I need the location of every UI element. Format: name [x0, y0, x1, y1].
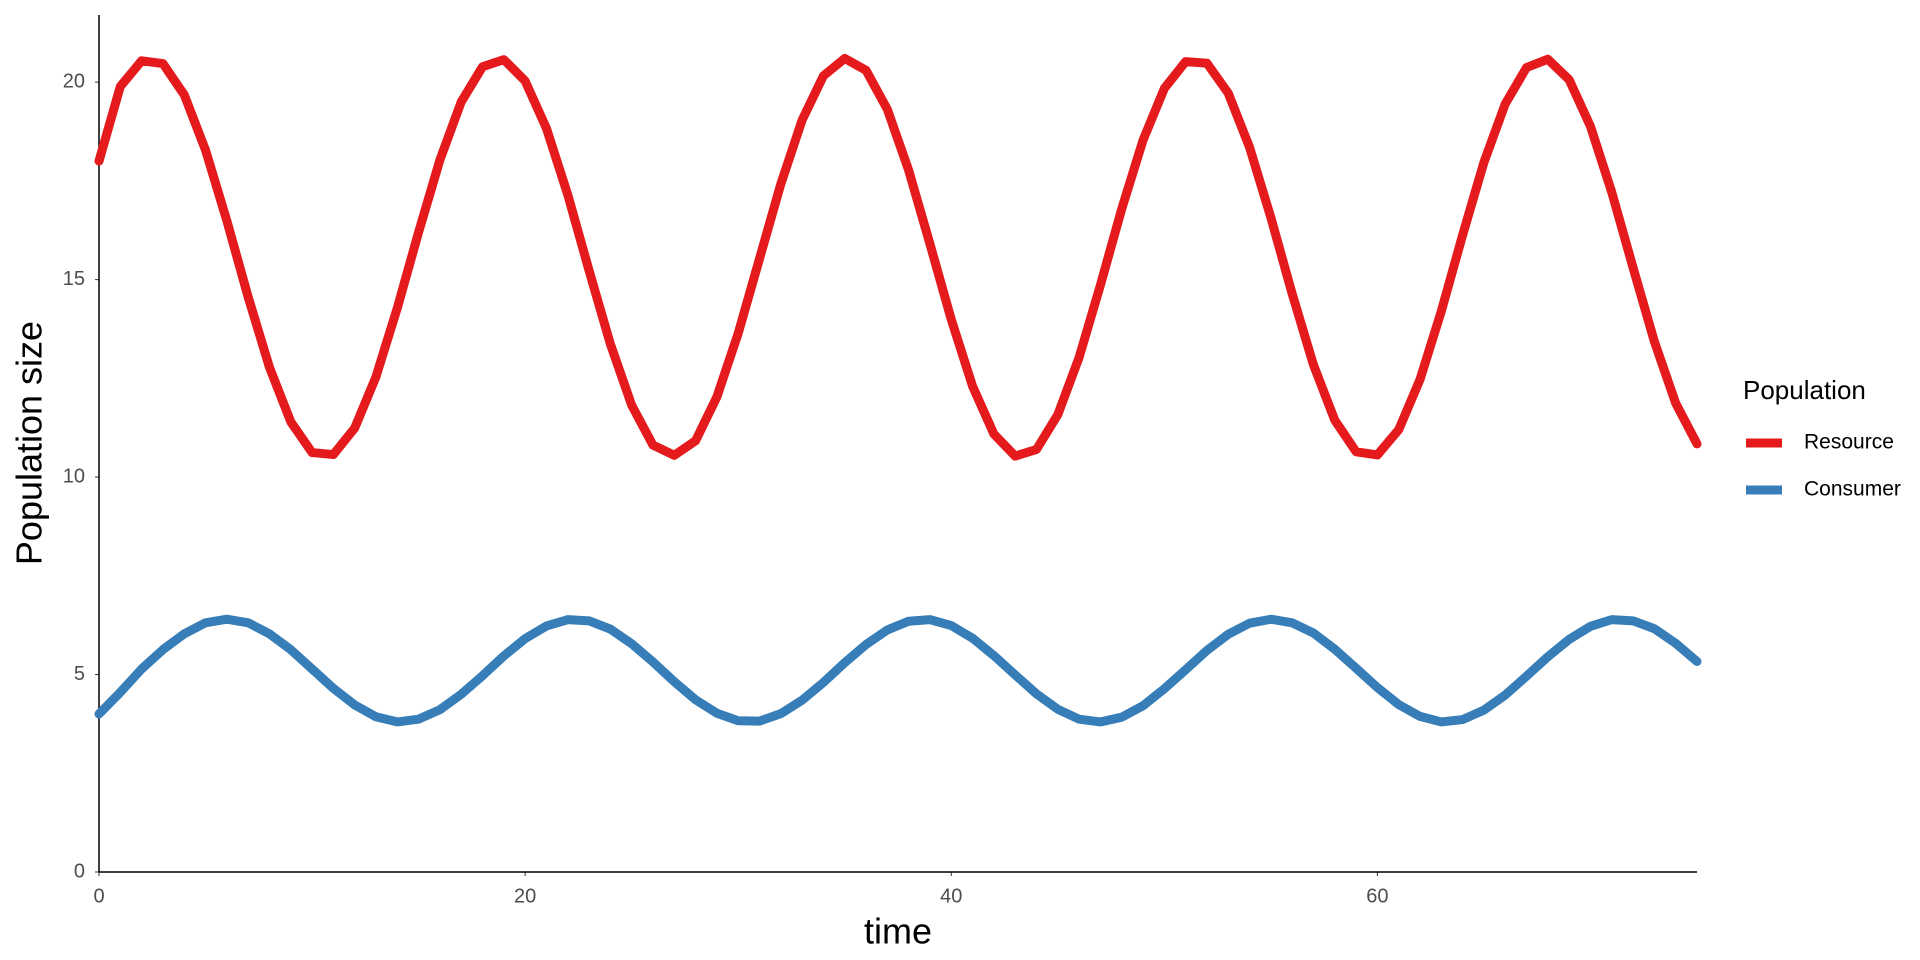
y-tick-label: 15 — [63, 268, 85, 290]
legend-label: Consumer — [1804, 478, 1901, 501]
y-tick-label: 0 — [74, 860, 85, 882]
y-tick-label: 20 — [63, 70, 85, 92]
x-tick-label: 40 — [940, 885, 962, 907]
x-tick-label: 0 — [93, 885, 104, 907]
legend-label: Resource — [1804, 431, 1894, 454]
x-tick-label: 60 — [1366, 885, 1388, 907]
legend-title: Population — [1743, 375, 1866, 405]
x-axis-title: time — [864, 911, 932, 952]
series-line — [94, 53, 1702, 461]
series-line — [94, 614, 1702, 727]
y-tick-label: 10 — [63, 465, 85, 487]
y-axis-title: Population size — [9, 321, 50, 565]
y-tick-label: 5 — [74, 663, 85, 685]
x-tick-label: 20 — [514, 885, 536, 907]
